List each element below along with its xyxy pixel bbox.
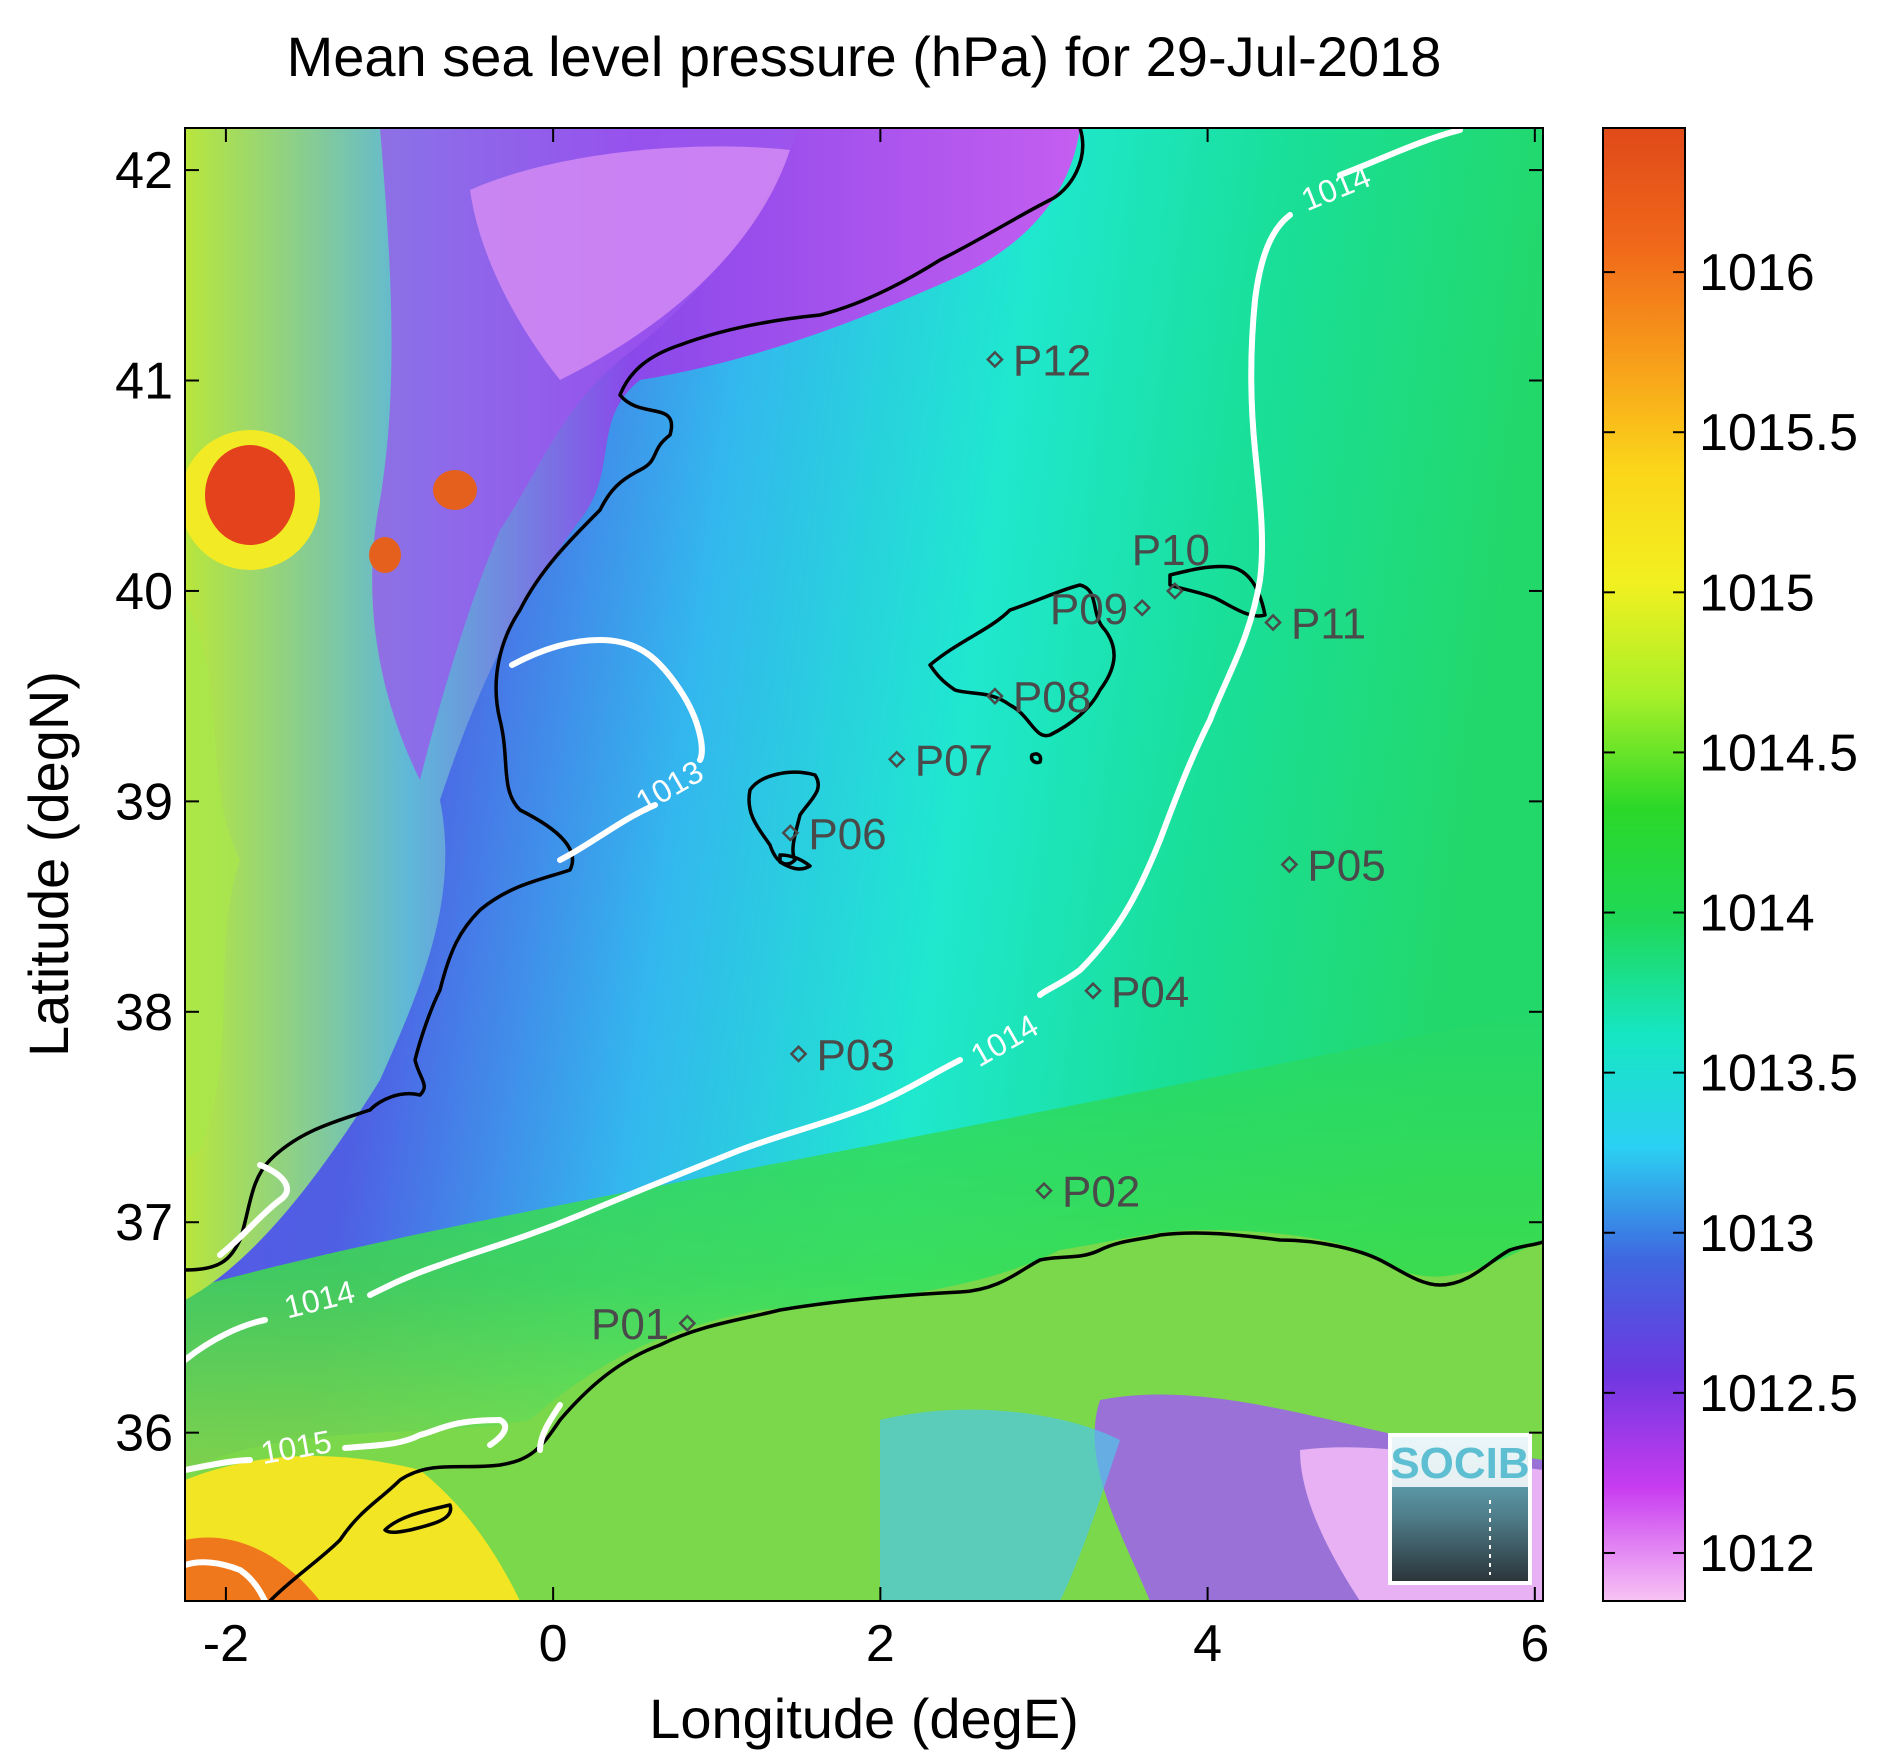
x-tick-label: 2 bbox=[866, 1615, 895, 1673]
x-tick-label: 6 bbox=[1520, 1615, 1549, 1673]
menorca-coastline bbox=[1168, 564, 1267, 618]
station-marker bbox=[1084, 981, 1102, 1000]
y-tick-label: 36 bbox=[115, 1405, 173, 1463]
station-label: P02 bbox=[1062, 1168, 1140, 1217]
socib-logo: SOCIB bbox=[1388, 1433, 1532, 1585]
station-marker bbox=[781, 824, 800, 842]
map-axes-frame bbox=[184, 127, 1544, 1602]
africa-mid-blue bbox=[880, 1409, 1120, 1601]
colorbar-tick-label: 1014 bbox=[1699, 885, 1815, 943]
station-marker bbox=[887, 750, 906, 769]
y-tick-label: 39 bbox=[115, 773, 173, 831]
colorbar-tick-label: 1012 bbox=[1699, 1525, 1815, 1583]
formentera-coastline bbox=[778, 853, 812, 871]
station-label: P08 bbox=[1013, 673, 1091, 722]
station-marker bbox=[1264, 613, 1282, 632]
high-pressure-cell-west-core bbox=[205, 445, 295, 545]
high-pressure-cell-small-2 bbox=[369, 537, 401, 573]
colorbar-tick-label: 1016 bbox=[1699, 244, 1815, 302]
high-pressure-cell-small-1 bbox=[433, 470, 477, 510]
x-tick-label: 0 bbox=[539, 1615, 568, 1673]
africa-coastline bbox=[268, 1231, 1543, 1601]
colorbar-tick-label: 1015 bbox=[1699, 564, 1815, 622]
station-marker bbox=[986, 350, 1004, 369]
mallorca-coastline bbox=[928, 583, 1116, 738]
coastlines bbox=[185, 128, 1543, 1601]
colorbar-tick-label: 1015.5 bbox=[1699, 404, 1858, 462]
station-label: P10 bbox=[1132, 526, 1210, 575]
isobar-1014-main-2 bbox=[1037, 212, 1293, 998]
station-marker bbox=[789, 1045, 808, 1063]
station-label: P03 bbox=[817, 1031, 895, 1080]
cabrera-coastline bbox=[1029, 752, 1043, 765]
isobar-1013-southwest bbox=[217, 1162, 290, 1258]
colorbar-ticks: 1012 1012.5 1013 1013.5 1014 1014.5 1015 1015.5… bbox=[1603, 244, 1858, 1583]
station-label: P09 bbox=[1050, 585, 1128, 634]
ibiza-coastline bbox=[747, 770, 821, 866]
station-marker bbox=[1133, 598, 1151, 617]
station-label: P07 bbox=[915, 736, 993, 785]
isobar-1013-south bbox=[557, 802, 658, 863]
x-tick-label: -2 bbox=[203, 1615, 249, 1673]
colorbar-gradient bbox=[1602, 127, 1686, 1602]
map-plot-area: 1013 1014 1014 1014 1015 P01P02P03P04P05… bbox=[185, 128, 1543, 1601]
y-tick-label: 38 bbox=[115, 984, 173, 1042]
station-label: P12 bbox=[1013, 336, 1091, 385]
logo-text: SOCIB bbox=[1390, 1439, 1529, 1488]
y-tick-label: 37 bbox=[115, 1194, 173, 1252]
west-land-strip bbox=[185, 600, 240, 1160]
colorbar-tick-label: 1012.5 bbox=[1699, 1365, 1858, 1423]
isobar-1014-main-3 bbox=[367, 1057, 963, 1298]
isobar-1015 bbox=[185, 1457, 253, 1473]
station-marker bbox=[1280, 855, 1299, 874]
station-label: P11 bbox=[1291, 600, 1366, 649]
y-tick-label: 42 bbox=[115, 142, 173, 200]
chart-title: Mean sea level pressure (hPa) for 29-Jul… bbox=[287, 25, 1442, 88]
y-tick-label: 40 bbox=[115, 563, 173, 621]
isobar-1015-3 bbox=[537, 1402, 563, 1453]
lowest-pressure-inland bbox=[470, 146, 790, 380]
isobar-1014-main-4 bbox=[185, 1317, 268, 1363]
station-label: P04 bbox=[1111, 968, 1189, 1017]
colorbar-tick-label: 1014.5 bbox=[1699, 724, 1858, 782]
station-marker bbox=[1166, 582, 1184, 600]
isobar-1013-north bbox=[509, 636, 705, 763]
y-axis-label: Latitude (degN) bbox=[17, 671, 80, 1057]
y-tick-label: 41 bbox=[115, 353, 173, 411]
x-axis-label: Longitude (degE) bbox=[649, 1687, 1079, 1750]
isobars bbox=[185, 128, 1463, 1601]
station-label: P05 bbox=[1307, 842, 1385, 891]
station-marker bbox=[1035, 1181, 1053, 1200]
y-axis-ticks: 36 37 38 39 40 41 42 bbox=[115, 142, 1543, 1463]
isobar-1014-main bbox=[1337, 128, 1463, 178]
station-label: P06 bbox=[808, 810, 886, 859]
iberia-coastline bbox=[185, 128, 1085, 1272]
x-axis-ticks: -2 0 2 4 6 bbox=[203, 128, 1549, 1673]
station-marker bbox=[986, 687, 1004, 705]
colorbar-tick-label: 1013 bbox=[1699, 1205, 1815, 1263]
alboran-coastline bbox=[383, 1503, 453, 1535]
colorbar-tick-label: 1013.5 bbox=[1699, 1045, 1858, 1103]
station-label: P01 bbox=[591, 1300, 669, 1349]
isobar-1016-sw bbox=[185, 1559, 268, 1601]
station-marker bbox=[678, 1314, 697, 1333]
x-tick-label: 4 bbox=[1193, 1615, 1222, 1673]
isobar-1015-2 bbox=[342, 1416, 509, 1451]
colorbar: 1012 1012.5 1013 1013.5 1014 1014.5 1015 1015.5… bbox=[1602, 127, 1858, 1602]
